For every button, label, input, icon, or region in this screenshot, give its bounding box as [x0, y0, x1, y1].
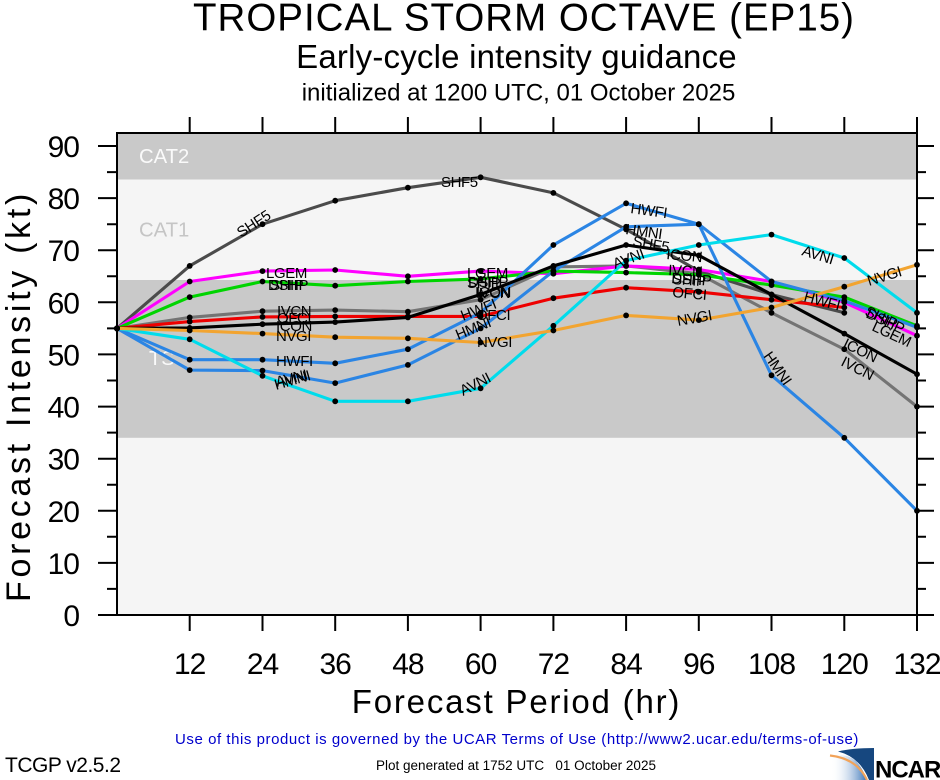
svg-text:initialized at 1200 UTC, 01 Oc: initialized at 1200 UTC, 01 October 2025 [302, 80, 736, 107]
svg-text:48: 48 [392, 648, 424, 681]
svg-text:SHIP: SHIP [672, 271, 707, 290]
svg-text:12: 12 [174, 648, 206, 681]
svg-text:NVGI: NVGI [676, 307, 713, 330]
svg-text:HMNI: HMNI [624, 221, 663, 243]
svg-text:IVCN: IVCN [476, 285, 510, 302]
svg-text:HWFI: HWFI [629, 200, 668, 222]
svg-text:20: 20 [48, 496, 80, 529]
svg-text:80: 80 [48, 183, 80, 216]
svg-text:108: 108 [748, 648, 795, 681]
svg-text:Forecast Intensity (kt): Forecast Intensity (kt) [0, 190, 38, 602]
svg-text:70: 70 [48, 235, 80, 268]
svg-text:120: 120 [821, 648, 868, 681]
svg-text:NCAR: NCAR [875, 757, 940, 780]
svg-text:Use of this product is governe: Use of this product is governed by the U… [175, 731, 859, 748]
svg-text:50: 50 [48, 339, 80, 372]
svg-text:NVGI: NVGI [276, 328, 311, 345]
svg-text:SHIP: SHIP [270, 277, 304, 294]
svg-text:DSHP: DSHP [671, 270, 713, 290]
svg-text:HWFI: HWFI [276, 353, 313, 370]
svg-text:ICON: ICON [666, 246, 703, 266]
svg-text:TS: TS [149, 348, 175, 370]
svg-text:Forecast Period (hr): Forecast Period (hr) [352, 683, 681, 720]
svg-text:OFCI: OFCI [672, 284, 708, 304]
svg-text:ICON: ICON [276, 318, 312, 335]
svg-text:IVCN: IVCN [277, 303, 311, 320]
svg-text:132: 132 [893, 648, 940, 681]
svg-text:72: 72 [538, 648, 570, 681]
svg-text:OFCL: OFCL [277, 310, 315, 327]
svg-text:TCGP v2.5.2: TCGP v2.5.2 [5, 754, 121, 777]
svg-text:SHF5: SHF5 [631, 233, 670, 256]
svg-text:96: 96 [683, 648, 715, 681]
svg-text:IVCN: IVCN [668, 262, 703, 281]
svg-text:DSHP: DSHP [268, 277, 308, 294]
svg-text:84: 84 [610, 648, 642, 681]
svg-text:CAT1: CAT1 [139, 220, 189, 242]
svg-text:10: 10 [48, 548, 80, 581]
svg-text:Early-cycle intensity guidance: Early-cycle intensity guidance [296, 38, 737, 75]
svg-text:40: 40 [48, 392, 80, 425]
svg-text:30: 30 [48, 444, 80, 477]
svg-text:NVGI: NVGI [477, 334, 512, 351]
svg-text:ICON: ICON [475, 284, 511, 301]
svg-text:LGEM: LGEM [266, 265, 307, 282]
svg-text:60: 60 [48, 287, 80, 320]
svg-text:SHIP: SHIP [467, 275, 501, 292]
svg-text:0: 0 [63, 600, 79, 633]
svg-text:TROPICAL STORM OCTAVE (EP15): TROPICAL STORM OCTAVE (EP15) [193, 0, 855, 40]
svg-text:DSHP: DSHP [468, 274, 508, 291]
svg-text:LGEM: LGEM [467, 265, 508, 282]
svg-text:CAT2: CAT2 [139, 146, 189, 168]
svg-text:36: 36 [320, 648, 352, 681]
svg-text:SHF5: SHF5 [441, 174, 478, 191]
svg-text:Plot generated at 1752 UTC 0: Plot generated at 1752 UTC 01 October 20… [376, 758, 656, 773]
svg-text:24: 24 [247, 648, 279, 681]
svg-text:90: 90 [48, 131, 80, 164]
svg-text:OFCI: OFCI [476, 307, 510, 324]
svg-text:60: 60 [465, 648, 497, 681]
